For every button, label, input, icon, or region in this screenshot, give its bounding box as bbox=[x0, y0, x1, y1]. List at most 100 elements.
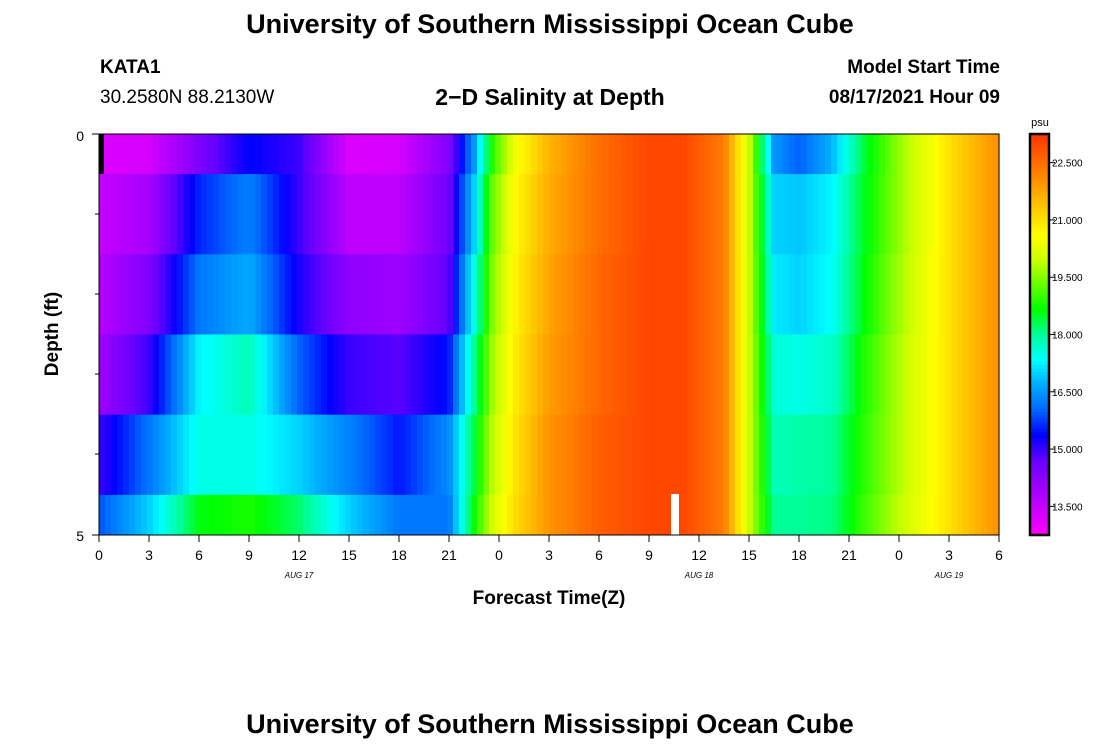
heatmap-cell bbox=[873, 254, 880, 335]
heatmap-cell bbox=[543, 254, 550, 335]
heatmap-cell bbox=[741, 134, 748, 175]
colorbar-segment bbox=[1030, 421, 1049, 426]
heatmap-cell bbox=[705, 134, 712, 175]
heatmap-cell bbox=[99, 494, 106, 536]
heatmap-cell bbox=[147, 134, 154, 175]
colorbar-segment bbox=[1030, 291, 1049, 295]
heatmap-cell bbox=[117, 134, 124, 175]
heatmap-cell bbox=[663, 494, 670, 536]
heatmap-cell bbox=[297, 334, 304, 416]
colorbar-segment bbox=[1030, 531, 1049, 536]
heatmap-cell bbox=[645, 414, 652, 496]
heatmap-cell bbox=[987, 494, 994, 536]
heatmap-cell bbox=[627, 254, 634, 335]
heatmap-cell bbox=[903, 414, 910, 496]
heatmap-cell bbox=[183, 134, 190, 175]
heatmap-cell bbox=[369, 494, 376, 536]
heatmap-cell bbox=[279, 334, 286, 416]
heatmap-cell bbox=[687, 494, 694, 536]
colorbar-segment bbox=[1030, 464, 1049, 469]
colorbar-segment bbox=[1030, 237, 1049, 242]
x-tick-label: 6 bbox=[195, 547, 203, 563]
heatmap-cell bbox=[387, 494, 394, 536]
colorbar-segment bbox=[1030, 361, 1049, 366]
heatmap-cell bbox=[333, 414, 340, 496]
heatmap-cell bbox=[639, 254, 646, 335]
heatmap-cell bbox=[651, 414, 658, 496]
heatmap-cell bbox=[669, 334, 676, 416]
heatmap-cell bbox=[777, 334, 784, 416]
heatmap-cell bbox=[345, 414, 352, 496]
colorbar-segment bbox=[1030, 284, 1049, 289]
heatmap-cell bbox=[873, 334, 880, 416]
colorbar-segment bbox=[1030, 294, 1049, 299]
heatmap-cell bbox=[231, 174, 238, 255]
heatmap-cell bbox=[873, 494, 880, 536]
heatmap-cell bbox=[309, 134, 316, 175]
heatmap-cell bbox=[693, 254, 700, 335]
heatmap-cell bbox=[567, 134, 574, 175]
heatmap-cell bbox=[819, 494, 826, 536]
heatmap-cell bbox=[459, 334, 466, 416]
heatmap-cell bbox=[825, 494, 832, 536]
heatmap-cell bbox=[621, 254, 628, 335]
colorbar-segment bbox=[1030, 498, 1049, 503]
heatmap-cell bbox=[231, 254, 238, 335]
heatmap-cell bbox=[951, 254, 958, 335]
colorbar-segment bbox=[1030, 334, 1049, 339]
heatmap-cell bbox=[759, 494, 766, 536]
heatmap-cell bbox=[519, 334, 526, 416]
x-date-label: AUG 19 bbox=[934, 571, 964, 580]
heatmap-cell bbox=[723, 334, 730, 416]
heatmap-cell bbox=[645, 334, 652, 416]
colorbar-segment bbox=[1030, 347, 1049, 352]
heatmap-cells bbox=[99, 134, 1000, 536]
heatmap-cell bbox=[987, 174, 994, 255]
heatmap-cell bbox=[855, 174, 862, 255]
heatmap-cell bbox=[981, 414, 988, 496]
colorbar-segment bbox=[1030, 461, 1049, 466]
model-start-value: 08/17/2021 Hour 09 bbox=[828, 87, 1000, 108]
heatmap-cell bbox=[357, 494, 364, 536]
colorbar-segment bbox=[1030, 304, 1049, 309]
heatmap-cell bbox=[771, 254, 778, 335]
heatmap-cell bbox=[993, 414, 1000, 496]
heatmap-cell bbox=[477, 174, 484, 255]
heatmap-cell bbox=[171, 134, 178, 175]
heatmap-cell bbox=[507, 254, 514, 335]
heatmap-cell bbox=[927, 134, 934, 175]
heatmap-cell bbox=[951, 174, 958, 255]
heatmap-cell bbox=[915, 494, 922, 536]
heatmap-cell bbox=[921, 134, 928, 175]
heatmap-cell bbox=[213, 494, 220, 536]
heatmap-cell bbox=[597, 494, 604, 536]
heatmap-cell bbox=[759, 134, 766, 175]
colorbar-segment bbox=[1030, 301, 1049, 305]
x-tick-label: 18 bbox=[391, 547, 407, 563]
heatmap-cell bbox=[603, 134, 610, 175]
heatmap-cell bbox=[621, 174, 628, 255]
heatmap-cell bbox=[351, 174, 358, 255]
heatmap-cell bbox=[201, 254, 208, 335]
heatmap-cell bbox=[387, 334, 394, 416]
heatmap-cell bbox=[213, 134, 220, 175]
heatmap-cell bbox=[927, 254, 934, 335]
colorbar-segment bbox=[1030, 384, 1049, 389]
heatmap-cell bbox=[789, 134, 796, 175]
heatmap-cell bbox=[513, 414, 520, 496]
heatmap-cell bbox=[993, 254, 1000, 335]
heatmap-cell bbox=[903, 254, 910, 335]
heatmap-cell bbox=[831, 174, 838, 255]
heatmap-cell bbox=[369, 254, 376, 335]
heatmap-cell bbox=[681, 174, 688, 255]
heatmap-cell bbox=[639, 174, 646, 255]
heatmap-cell bbox=[105, 494, 112, 536]
heatmap-cell bbox=[243, 254, 250, 335]
heatmap-cell bbox=[993, 494, 1000, 536]
heatmap-cell bbox=[225, 414, 232, 496]
heatmap-cell bbox=[315, 134, 322, 175]
heatmap-cell bbox=[819, 334, 826, 416]
heatmap-cell bbox=[207, 174, 214, 255]
heatmap-cell bbox=[267, 254, 274, 335]
colorbar-segment bbox=[1030, 144, 1049, 148]
